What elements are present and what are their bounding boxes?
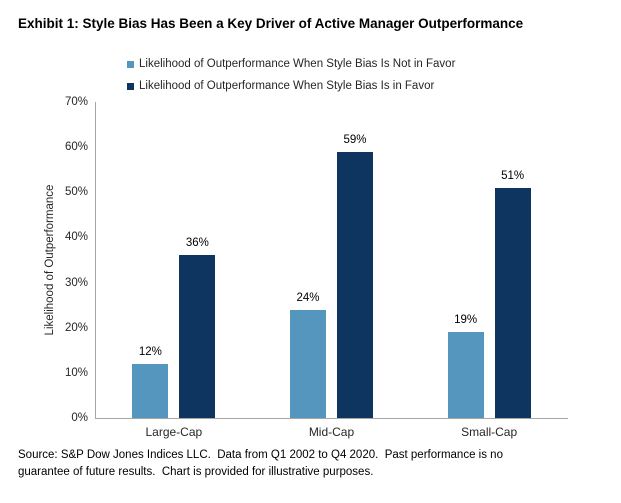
- y-tick-label: 0%: [71, 412, 88, 424]
- bar-value-label: 24%: [296, 291, 320, 304]
- bar-large-cap-series-0: [132, 363, 169, 418]
- x-category-label: Small-Cap: [461, 425, 518, 439]
- x-axis-line: [95, 418, 568, 419]
- bar-mid-cap-series-0: [290, 309, 326, 418]
- y-axis-line: [95, 102, 96, 418]
- y-tick-label: 20%: [64, 321, 88, 334]
- y-tick-label: 10%: [64, 366, 88, 379]
- bar-value-label: 36%: [185, 237, 209, 250]
- bar-value-label: 51%: [501, 169, 525, 182]
- bar-mid-cap-series-1: [337, 151, 373, 418]
- legend-item-in-favor: Likelihood of Outperformance When Style …: [127, 79, 455, 93]
- y-tick-label: 50%: [64, 186, 88, 199]
- legend-item-not-in-favor: Likelihood of Outperformance When Style …: [127, 57, 455, 71]
- bar-large-cap-series-1: [179, 255, 216, 418]
- legend-label-in-favor: Likelihood of Outperformance When Style …: [139, 80, 435, 92]
- y-tick-label: 40%: [64, 231, 88, 244]
- bar-small-cap-series-1: [494, 187, 531, 418]
- y-tick-label: 70%: [64, 96, 88, 108]
- x-category-label: Large-Cap: [145, 425, 203, 439]
- chart-title: Exhibit 1: Style Bias Has Been a Key Dri…: [18, 16, 524, 31]
- y-axis-title: Likelihood of Outperformance: [44, 184, 56, 336]
- bar-value-label: 12%: [138, 345, 162, 358]
- legend-label-not-in-favor: Likelihood of Outperformance When Style …: [139, 58, 456, 70]
- bar-value-label: 59%: [343, 133, 367, 146]
- legend-marker-in-favor-icon: [127, 82, 134, 90]
- legend: Likelihood of Outperformance When Style …: [127, 57, 455, 101]
- y-tick-label: 60%: [64, 141, 88, 154]
- legend-marker-not-in-favor-icon: [127, 60, 134, 68]
- bar-small-cap-series-0: [447, 332, 484, 418]
- bar-value-label: 19%: [454, 314, 478, 327]
- x-category-label: Mid-Cap: [308, 425, 355, 439]
- source-note: Source: S&P Dow Jones Indices LLC. Data …: [18, 449, 507, 478]
- y-tick-label: 30%: [64, 276, 88, 289]
